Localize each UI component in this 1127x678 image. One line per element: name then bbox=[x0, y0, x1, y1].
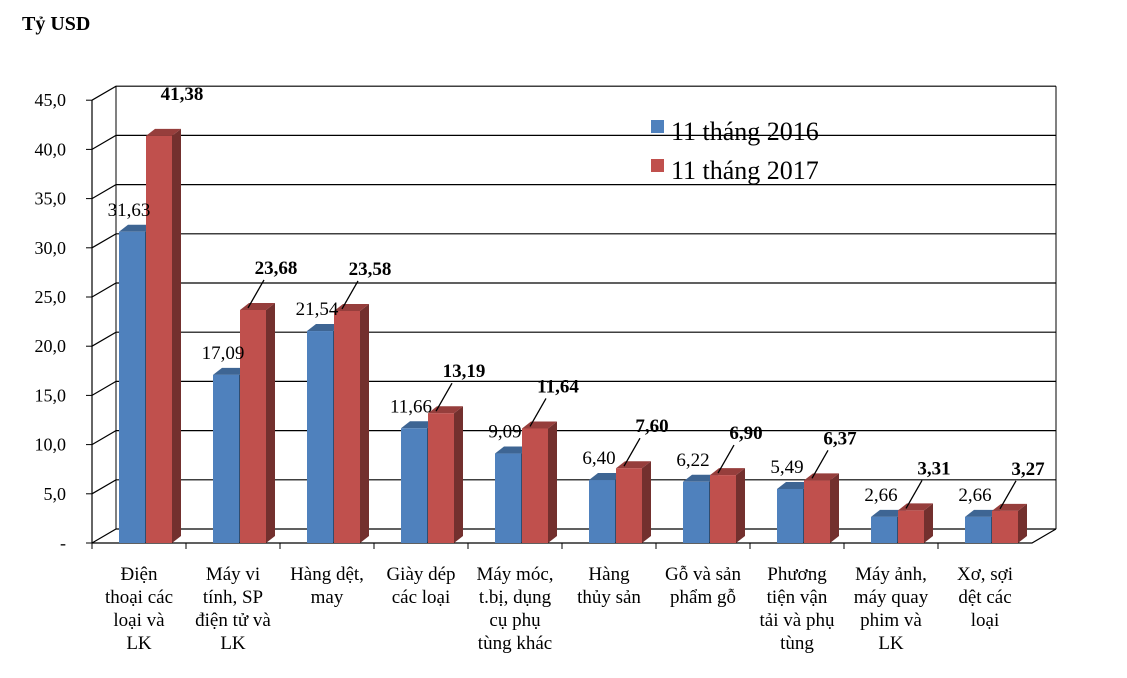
bar-2017 bbox=[804, 473, 839, 543]
x-category-label: Máy móc, t.bị, dụng cụ phụ tùng khác bbox=[476, 564, 553, 654]
data-label-2016: 11,66 bbox=[390, 396, 432, 417]
y-tick-label: 5,0 bbox=[44, 484, 67, 504]
bar-2017 bbox=[146, 128, 181, 543]
gridline bbox=[91, 233, 1056, 249]
x-category-label: Máy ảnh, máy quay phim và LK bbox=[854, 564, 929, 654]
gridline bbox=[91, 184, 1056, 200]
data-label-2017: 3,31 bbox=[917, 458, 950, 479]
x-category-label: Hàng dệt, may bbox=[290, 564, 364, 608]
y-tick-label: 15,0 bbox=[35, 385, 67, 405]
y-tick-label: 25,0 bbox=[35, 287, 67, 307]
x-category-label: Điện thoại các loại và LK bbox=[105, 564, 173, 654]
data-label-2016: 2,66 bbox=[958, 485, 991, 506]
data-label-2017: 41,38 bbox=[161, 84, 204, 105]
data-label-2016: 2,66 bbox=[864, 485, 897, 506]
data-label-2016: 6,40 bbox=[582, 448, 615, 469]
leader-line bbox=[341, 280, 359, 310]
category-labels: Điện thoại các loại và LK Máy vi tính, SP điện… bbox=[105, 564, 1013, 654]
bar-2017 bbox=[616, 461, 651, 543]
leader-line bbox=[717, 444, 735, 474]
leader-line bbox=[811, 449, 829, 479]
y-tick-label: 45,0 bbox=[35, 90, 67, 110]
data-label-2016: 9,09 bbox=[488, 422, 521, 443]
data-label-2016: 5,49 bbox=[770, 457, 803, 478]
bars bbox=[119, 128, 1027, 543]
y-tick-label: 35,0 bbox=[35, 189, 67, 209]
axes: - 5,0 10,0 15,0 20,0 25,0 30,0 35,0 40,0 45,0 bbox=[35, 86, 1057, 553]
data-label-2017: 11,64 bbox=[537, 376, 579, 397]
leader-line bbox=[999, 480, 1017, 510]
data-label-2017: 6,37 bbox=[823, 428, 857, 449]
y-tick-label: 30,0 bbox=[35, 238, 67, 258]
leader-line bbox=[247, 279, 265, 309]
y-tick-label: 10,0 bbox=[35, 435, 67, 455]
legend-label-2016: 11 tháng 2016 bbox=[671, 117, 819, 146]
gridline bbox=[91, 282, 1056, 298]
gridline bbox=[91, 85, 1056, 101]
legend: 11 tháng 2016 11 tháng 2017 bbox=[651, 117, 819, 185]
legend-swatch-2016 bbox=[651, 120, 664, 133]
data-label-2017: 13,19 bbox=[443, 361, 486, 382]
data-label-2016: 31,63 bbox=[108, 200, 151, 221]
data-label-2016: 21,54 bbox=[296, 299, 339, 320]
data-label-2017: 3,27 bbox=[1011, 459, 1045, 480]
leader-line bbox=[623, 437, 641, 467]
data-label-2016: 17,09 bbox=[202, 343, 245, 364]
data-label-2017: 23,68 bbox=[255, 258, 298, 279]
data-label-2017: 6,90 bbox=[729, 423, 762, 444]
legend-label-2017: 11 tháng 2017 bbox=[671, 156, 819, 185]
x-category-label: Giày dép các loại bbox=[386, 564, 455, 608]
bar-2017 bbox=[522, 421, 557, 543]
bar-2017 bbox=[428, 406, 463, 543]
leader-line bbox=[435, 382, 453, 412]
legend-swatch-2017 bbox=[651, 159, 664, 172]
data-label-2017: 23,58 bbox=[349, 259, 392, 280]
x-category-label: Xơ, sợi dệt các loại bbox=[957, 564, 1013, 631]
bar-2017 bbox=[240, 302, 275, 543]
data-label-2017: 7,60 bbox=[635, 416, 668, 437]
x-category-label: Hàng thủy sản bbox=[577, 564, 641, 608]
unit-label: Tỷ USD bbox=[22, 13, 90, 35]
gridline bbox=[91, 134, 1056, 150]
bar-2017 bbox=[992, 503, 1027, 543]
leader-line bbox=[905, 480, 923, 509]
x-category-label: Gỗ và sản phẩm gỗ bbox=[665, 564, 741, 608]
x-category-label: Máy vi tính, SP điện tử và LK bbox=[195, 564, 271, 654]
data-labels: 31,63 41,38 17,09 23,68 21,54 23,58 11,66 13,19… bbox=[108, 84, 1045, 510]
bar-2017 bbox=[710, 468, 745, 543]
y-tick-label: 20,0 bbox=[35, 336, 67, 356]
x-category-label: Phương tiện vận tải và phụ tùng bbox=[760, 564, 835, 654]
y-tick-label: 40,0 bbox=[35, 139, 67, 159]
bar-2017 bbox=[898, 503, 933, 543]
bar-2017 bbox=[334, 303, 369, 543]
y-tick-label: - bbox=[60, 533, 66, 553]
leader-line bbox=[529, 398, 547, 427]
data-label-2016: 6,22 bbox=[676, 450, 709, 471]
